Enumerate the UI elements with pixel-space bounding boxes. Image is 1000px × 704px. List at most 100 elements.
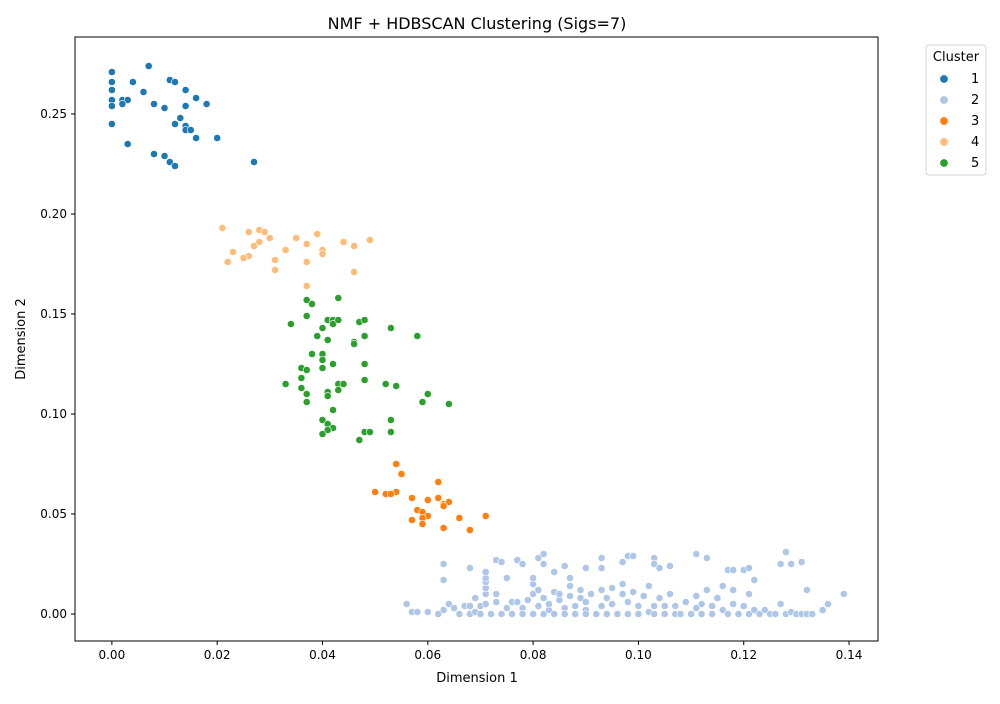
data-point xyxy=(729,566,738,574)
data-point xyxy=(308,350,316,358)
data-point xyxy=(386,490,395,498)
data-point xyxy=(318,356,327,364)
data-point xyxy=(676,610,685,618)
x-tick-label: 0.10 xyxy=(625,648,652,662)
data-point xyxy=(597,586,606,594)
plot-area xyxy=(74,36,879,642)
data-point xyxy=(108,78,116,86)
data-point xyxy=(265,234,274,242)
data-point xyxy=(392,460,401,468)
x-tick-label: 0.06 xyxy=(414,648,441,662)
data-point xyxy=(597,564,606,572)
data-point xyxy=(386,324,395,332)
data-point xyxy=(239,254,248,262)
data-point xyxy=(708,602,716,610)
data-point xyxy=(555,590,564,598)
data-point xyxy=(118,100,127,108)
data-point xyxy=(350,268,358,276)
data-point xyxy=(734,610,743,618)
data-point xyxy=(229,248,237,256)
data-point xyxy=(360,376,369,384)
y-tick-label: 0.00 xyxy=(40,607,67,621)
data-point xyxy=(750,576,759,584)
data-point xyxy=(534,586,543,594)
data-point xyxy=(481,568,490,576)
x-tick-label: 0.08 xyxy=(520,648,547,662)
legend-marker-4 xyxy=(939,137,949,147)
y-axis: 0.00 0.05 0.10 0.15 0.20 0.25 xyxy=(40,107,75,621)
data-point xyxy=(160,104,169,112)
data-point xyxy=(339,238,348,246)
data-point xyxy=(171,120,179,128)
series-5 xyxy=(281,294,453,444)
data-point xyxy=(465,526,474,534)
legend-label-1: 1 xyxy=(971,72,979,87)
data-point xyxy=(465,564,474,572)
data-point xyxy=(444,400,453,408)
data-point xyxy=(402,600,411,608)
data-point xyxy=(302,398,311,406)
legend-marker-2 xyxy=(939,95,949,105)
data-point xyxy=(308,300,316,308)
data-point xyxy=(618,590,627,598)
data-point xyxy=(624,598,632,606)
data-point xyxy=(497,558,506,566)
data-point xyxy=(581,564,590,572)
data-point xyxy=(439,524,448,532)
data-point xyxy=(687,610,695,618)
data-point xyxy=(439,560,448,568)
data-point xyxy=(745,564,753,572)
data-point xyxy=(192,94,200,102)
data-point xyxy=(455,514,464,522)
data-point xyxy=(281,380,290,388)
data-point xyxy=(339,380,348,388)
data-point xyxy=(381,380,390,388)
data-point xyxy=(692,604,701,612)
data-point xyxy=(318,416,327,424)
data-point xyxy=(108,102,116,110)
data-point xyxy=(639,592,648,600)
data-point xyxy=(329,406,337,414)
data-point xyxy=(313,332,322,340)
data-point xyxy=(144,62,153,70)
data-point xyxy=(418,520,427,528)
data-point xyxy=(160,152,169,160)
data-point xyxy=(566,574,574,582)
data-point xyxy=(803,586,811,594)
data-point xyxy=(576,586,585,594)
series-3 xyxy=(371,460,490,534)
data-point xyxy=(139,88,148,96)
data-point xyxy=(108,86,116,94)
data-point xyxy=(413,608,422,616)
data-point xyxy=(465,602,474,610)
data-point xyxy=(608,600,616,608)
data-point xyxy=(660,602,669,610)
data-point xyxy=(724,610,732,618)
data-point xyxy=(787,560,795,568)
x-tick-label: 0.00 xyxy=(98,648,125,662)
data-point xyxy=(624,610,632,618)
data-point xyxy=(729,586,738,594)
data-point xyxy=(645,582,653,590)
data-point xyxy=(323,426,332,434)
data-point xyxy=(423,608,432,616)
x-tick-label: 0.04 xyxy=(309,648,336,662)
data-point xyxy=(518,560,527,568)
data-point xyxy=(581,610,590,618)
data-point xyxy=(708,610,716,618)
data-point xyxy=(181,102,190,110)
data-point xyxy=(434,478,443,486)
data-point xyxy=(618,558,627,566)
data-point xyxy=(365,428,374,436)
data-point xyxy=(444,498,453,506)
data-point xyxy=(545,600,553,608)
data-point xyxy=(718,606,727,614)
data-point xyxy=(729,600,738,608)
points-layer xyxy=(108,62,848,618)
data-point xyxy=(165,158,174,166)
data-point xyxy=(434,494,443,502)
data-point xyxy=(602,594,611,602)
data-point xyxy=(502,604,511,612)
data-point xyxy=(697,600,706,608)
